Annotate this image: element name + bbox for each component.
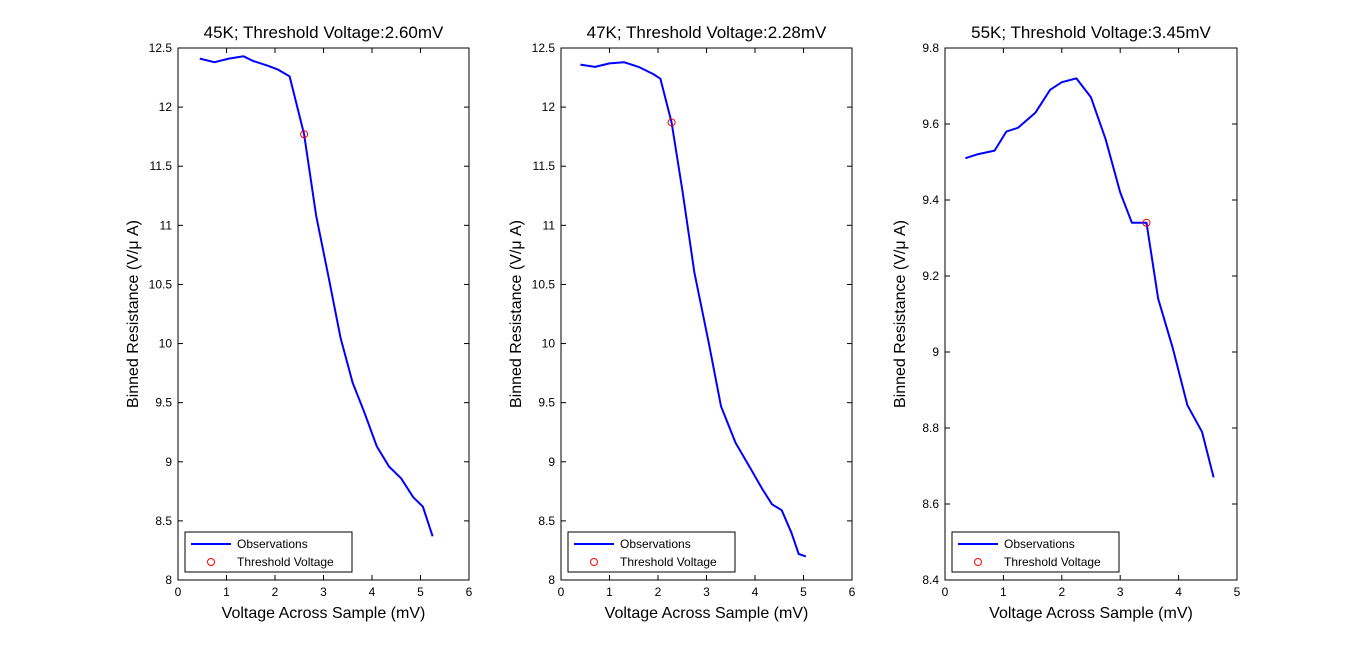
y-tick-label: 8 [548, 573, 555, 587]
y-tick-label: 8 [165, 573, 172, 587]
x-tick-label: 2 [1058, 585, 1065, 599]
y-tick-label: 10.5 [532, 277, 556, 291]
y-tick-label: 12.5 [149, 41, 173, 55]
y-tick-label: 9.4 [922, 193, 939, 207]
y-tick-label: 9 [932, 345, 939, 359]
x-tick-label: 5 [1234, 585, 1241, 599]
legend-label: Threshold Voltage [237, 555, 334, 569]
x-tick-label: 1 [223, 585, 230, 599]
plot-area [560, 47, 853, 581]
x-tick-label: 6 [466, 585, 473, 599]
y-tick-label: 11 [543, 218, 556, 232]
x-axis-title: Voltage Across Sample (mV) [222, 605, 426, 622]
y-tick-label: 10 [542, 337, 556, 351]
y-tick-label: 9.5 [155, 396, 172, 410]
plot-area [944, 47, 1238, 581]
legend-label: Threshold Voltage [620, 555, 717, 569]
y-tick-label: 12.5 [532, 41, 556, 55]
x-tick-label: 5 [800, 585, 807, 599]
legend-label: Observations [620, 537, 691, 551]
y-tick-label: 8.5 [538, 514, 555, 528]
chart-title: 45K; Threshold Voltage:2.60mV [204, 23, 444, 42]
x-tick-label: 0 [942, 585, 949, 599]
y-tick-label: 11 [160, 218, 173, 232]
x-tick-label: 5 [417, 585, 424, 599]
legend: Observations Threshold Voltage [951, 531, 1120, 573]
x-tick-label: 2 [272, 585, 279, 599]
plot-area [177, 47, 470, 581]
x-tick-label: 0 [175, 585, 182, 599]
y-axis-title: Binned Resistance (V/μ A) [125, 220, 142, 408]
y-tick-label: 8.8 [922, 421, 939, 435]
series-observations-line [199, 55, 434, 537]
y-tick-label: 12 [159, 100, 173, 114]
x-tick-label: 1 [1000, 585, 1007, 599]
y-tick-label: 8.4 [922, 573, 939, 587]
legend: Observations Threshold Voltage [184, 531, 353, 573]
y-tick-label: 10 [159, 337, 173, 351]
series-observations-line [580, 61, 807, 558]
y-tick-label: 11.5 [533, 159, 556, 173]
x-tick-label: 6 [849, 585, 856, 599]
series-observations-line [965, 77, 1215, 478]
threshold-voltage-marker [300, 130, 309, 139]
x-tick-label: 4 [1175, 585, 1182, 599]
x-tick-label: 3 [320, 585, 327, 599]
y-tick-label: 10.5 [149, 277, 173, 291]
x-tick-label: 4 [752, 585, 759, 599]
x-tick-label: 3 [703, 585, 710, 599]
legend: Observations Threshold Voltage [567, 531, 736, 573]
x-tick-label: 3 [1117, 585, 1124, 599]
chart-title: 55K; Threshold Voltage:3.45mV [971, 23, 1211, 42]
chart-panel-3: 0 1 2 3 4 5 8.4 8.6 8.8 9 9.2 9.4 9.6 9.8 55K; Thresho… [892, 23, 1241, 622]
threshold-voltage-marker [1142, 218, 1151, 227]
y-tick-label: 9.2 [922, 269, 939, 283]
y-tick-label: 9.6 [922, 117, 939, 131]
y-tick-label: 8.6 [922, 497, 939, 511]
legend-circle-swatch [590, 558, 598, 566]
legend-box [567, 531, 736, 573]
legend-circle-swatch [207, 558, 215, 566]
x-tick-label: 0 [558, 585, 565, 599]
y-tick-label: 11.5 [150, 159, 173, 173]
y-tick-label: 9 [165, 455, 172, 469]
x-tick-label: 4 [369, 585, 376, 599]
legend-circle-swatch [974, 558, 982, 566]
y-tick-label: 9 [548, 455, 555, 469]
x-axis-title: Voltage Across Sample (mV) [989, 605, 1193, 622]
y-tick-label: 8.5 [155, 514, 172, 528]
y-tick-label: 12 [542, 100, 556, 114]
legend-label: Observations [1004, 537, 1075, 551]
x-tick-label: 2 [655, 585, 662, 599]
y-axis-title: Binned Resistance (V/μ A) [508, 220, 525, 408]
y-axis-title: Binned Resistance (V/μ A) [892, 220, 909, 408]
x-tick-label: 1 [606, 585, 613, 599]
threshold-voltage-marker [667, 118, 676, 127]
legend-label: Threshold Voltage [1004, 555, 1101, 569]
y-tick-label: 9.8 [922, 41, 939, 55]
y-tick-label: 9.5 [538, 396, 555, 410]
chart-title: 47K; Threshold Voltage:2.28mV [587, 23, 827, 42]
legend-label: Observations [237, 537, 308, 551]
x-axis-title: Voltage Across Sample (mV) [605, 605, 809, 622]
